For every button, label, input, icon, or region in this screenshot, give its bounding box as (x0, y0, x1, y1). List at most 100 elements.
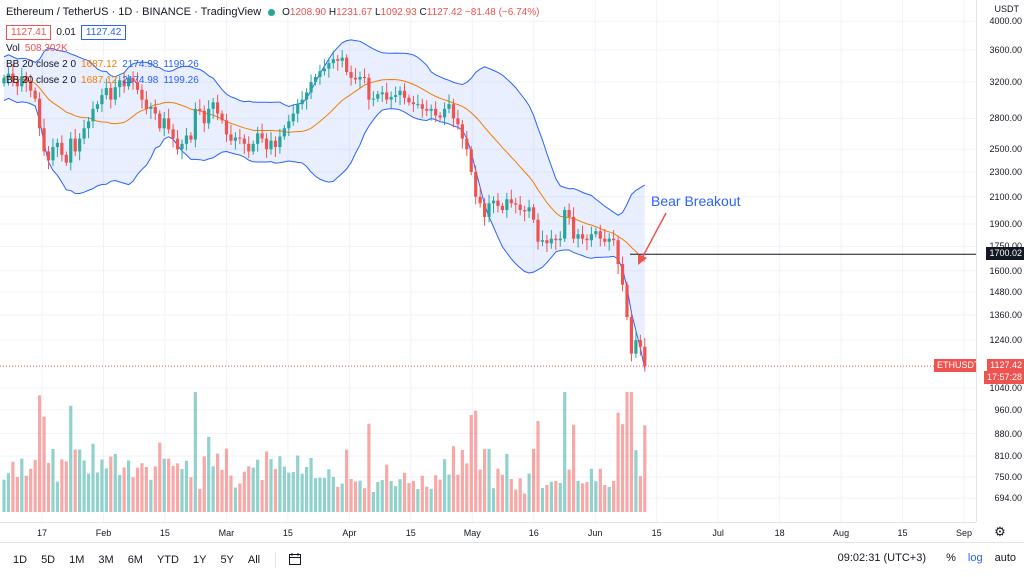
candle-body (269, 140, 273, 150)
price-tick-label[interactable]: 1360.00 (989, 309, 1022, 320)
time-tick-label[interactable]: 18 (774, 528, 785, 538)
price-tick-label[interactable]: 2100.00 (989, 191, 1022, 202)
price-tick-label[interactable]: 3200.00 (989, 77, 1022, 88)
timeframe-button-5y[interactable]: 5Y (220, 554, 234, 566)
price-tick-label[interactable]: 4000.00 (989, 16, 1022, 27)
price-tick-label[interactable]: 3600.00 (989, 44, 1022, 55)
change-value: −81.48 (−6.74%) (464, 6, 540, 18)
candle-body (376, 94, 380, 99)
timeframe-button-3m[interactable]: 3M (98, 554, 114, 566)
candle-body (38, 98, 42, 129)
candle-body (398, 90, 402, 96)
price-tick-label[interactable]: 1240.00 (989, 335, 1022, 346)
candle-body (78, 138, 82, 152)
volume-bar (202, 456, 206, 512)
time-tick-label[interactable]: Feb (95, 528, 112, 538)
volume-bar (158, 442, 162, 512)
time-tick-label[interactable]: 15 (651, 528, 662, 538)
bid-button[interactable]: 1127.41 (6, 24, 52, 40)
chart-area[interactable]: Ethereum / TetherUS · 1D · BINANCE · Tra… (0, 0, 983, 522)
candle-body (202, 110, 206, 124)
price-tick-label[interactable]: 750.00 (994, 472, 1022, 483)
price-tick-label[interactable]: 810.00 (994, 451, 1022, 462)
volume-bar (603, 485, 607, 512)
clock-timezone[interactable]: 09:02:31 (UTC+3) (837, 552, 926, 564)
price-tick-label[interactable]: 1900.00 (989, 218, 1022, 229)
timeframe-button-1d[interactable]: 1D (13, 554, 28, 566)
settings-gear-icon[interactable]: ⚙ (994, 524, 1006, 539)
volume-bar (46, 462, 51, 512)
bar-countdown-tag[interactable]: 17:57:28 (983, 371, 1024, 385)
price-tick-label[interactable]: 694.00 (994, 493, 1022, 504)
calendar-range-icon[interactable] (284, 552, 306, 569)
bb-basis-value: 1687.12 (81, 74, 118, 86)
candle-body (625, 284, 629, 318)
timeframe-button-5d[interactable]: 5D (41, 554, 56, 566)
candle-body (567, 209, 571, 217)
volume-legend[interactable]: Vol 508.302K (6, 40, 539, 56)
price-tick-label[interactable]: 2800.00 (989, 113, 1022, 124)
time-tick-label[interactable]: Sep (955, 528, 973, 538)
volume-bar (82, 460, 86, 512)
volume-bar (180, 469, 184, 512)
last-price-tag[interactable]: 1127.42 (987, 359, 1024, 373)
volume-bar (340, 483, 344, 512)
volume-bar (407, 483, 411, 512)
symbol-price-tag[interactable]: ETHUSDT (934, 359, 983, 373)
candle-body (153, 106, 157, 114)
symbol-title[interactable]: Ethereum / TetherUS · 1D · BINANCE · Tra… (6, 6, 262, 18)
time-tick-label[interactable]: Apr (342, 528, 357, 538)
volume-bar (269, 459, 273, 512)
candle-body (86, 121, 91, 129)
price-chart[interactable] (0, 0, 976, 522)
price-tick-label[interactable]: 1040.00 (989, 383, 1022, 394)
candle-body (491, 200, 496, 204)
time-tick-label[interactable]: May (463, 528, 481, 538)
bear-breakout-annotation[interactable]: Bear Breakout (651, 193, 741, 209)
bb-legend-2[interactable]: BB 20 close 2 0 1687.12 2174.98 1199.26 (6, 72, 539, 88)
time-tick-label[interactable]: Aug (833, 528, 850, 538)
bb-legend-1[interactable]: BB 20 close 2 0 1687.12 2174.98 1199.26 (6, 56, 539, 72)
price-tick-label[interactable]: 880.00 (994, 428, 1022, 439)
time-tick-label[interactable]: Jun (587, 528, 603, 538)
time-tick-label[interactable]: 16 (528, 528, 539, 538)
volume-bar (487, 448, 491, 512)
timeframe-button-all[interactable]: All (247, 554, 261, 566)
time-axis[interactable]: 17 Feb 15 Mar 15 Apr 15 May 16 Jun 15 Jul 18 Aug 15 Sep (0, 522, 976, 543)
price-tick-label[interactable]: 2500.00 (989, 144, 1022, 155)
annotation-arrow-head (638, 254, 647, 265)
price-tick-label[interactable]: 960.00 (994, 404, 1022, 415)
price-tick-label[interactable]: 2300.00 (989, 166, 1022, 177)
candle-body (514, 203, 518, 205)
scale-option-percent[interactable]: % (946, 552, 956, 564)
time-tick-label[interactable]: Mar (218, 528, 235, 538)
timeframe-button-ytd[interactable]: YTD (156, 554, 179, 566)
high-value: 1231.67 (336, 6, 373, 18)
volume-bar (24, 475, 28, 512)
price-tick-label[interactable]: 1600.00 (989, 265, 1022, 276)
timeframe-button-1y[interactable]: 1Y (192, 554, 207, 566)
candle-body (46, 151, 51, 161)
scale-option-log[interactable]: log (967, 552, 983, 564)
price-tick-label[interactable]: 1480.00 (989, 286, 1022, 297)
time-tick-label[interactable]: Jul (712, 528, 724, 538)
candle-body (563, 209, 567, 239)
price-tick-label[interactable]: 1750.00 (989, 241, 1022, 251)
scale-option-auto[interactable]: auto (994, 552, 1016, 564)
time-tick-label[interactable]: 15 (159, 528, 170, 538)
volume-bar (585, 482, 589, 512)
price-axis[interactable]: USDT 4000.00 3600.00 3200.00 2800.00 2500.00… (976, 0, 1024, 522)
time-tick-label[interactable]: 17 (36, 528, 48, 538)
hline-price-tag[interactable]: 1700.02 (986, 247, 1024, 261)
volume-bar (318, 477, 322, 512)
currency-label[interactable]: USDT (994, 4, 1020, 14)
timeframe-button-6m[interactable]: 6M (127, 554, 143, 566)
time-tick-label[interactable]: 15 (897, 528, 908, 538)
time-tick-label[interactable]: 15 (405, 528, 416, 538)
timeframe-button-1m[interactable]: 1M (69, 554, 85, 566)
candle-body (505, 199, 509, 210)
ask-button[interactable]: 1127.42 (80, 24, 127, 40)
bb-basis-value: 1687.12 (81, 58, 118, 70)
time-tick-label[interactable]: 15 (282, 528, 293, 538)
candle-body (224, 120, 229, 135)
